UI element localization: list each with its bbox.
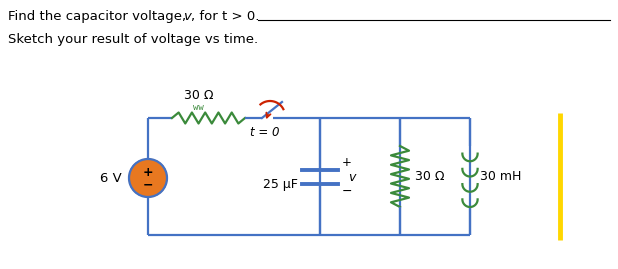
Text: 6 V: 6 V [100, 172, 122, 185]
Text: Sketch your result of voltage vs time.: Sketch your result of voltage vs time. [8, 33, 258, 46]
Text: −: − [342, 185, 352, 197]
Circle shape [129, 159, 167, 197]
Text: 30 Ω: 30 Ω [415, 170, 444, 183]
Text: 30 Ω: 30 Ω [184, 89, 213, 102]
Text: Find the capacitor voltage,: Find the capacitor voltage, [8, 10, 190, 23]
Text: ww: ww [193, 103, 204, 112]
Text: +: + [342, 155, 352, 168]
Text: 30 mH: 30 mH [480, 170, 522, 183]
Text: +: + [143, 165, 153, 179]
Text: v: v [348, 171, 355, 184]
Text: t = 0: t = 0 [250, 126, 280, 139]
Text: −: − [143, 179, 153, 192]
Text: v: v [183, 10, 191, 23]
Text: 25 μF: 25 μF [263, 178, 298, 191]
Text: , for t > 0.: , for t > 0. [191, 10, 260, 23]
